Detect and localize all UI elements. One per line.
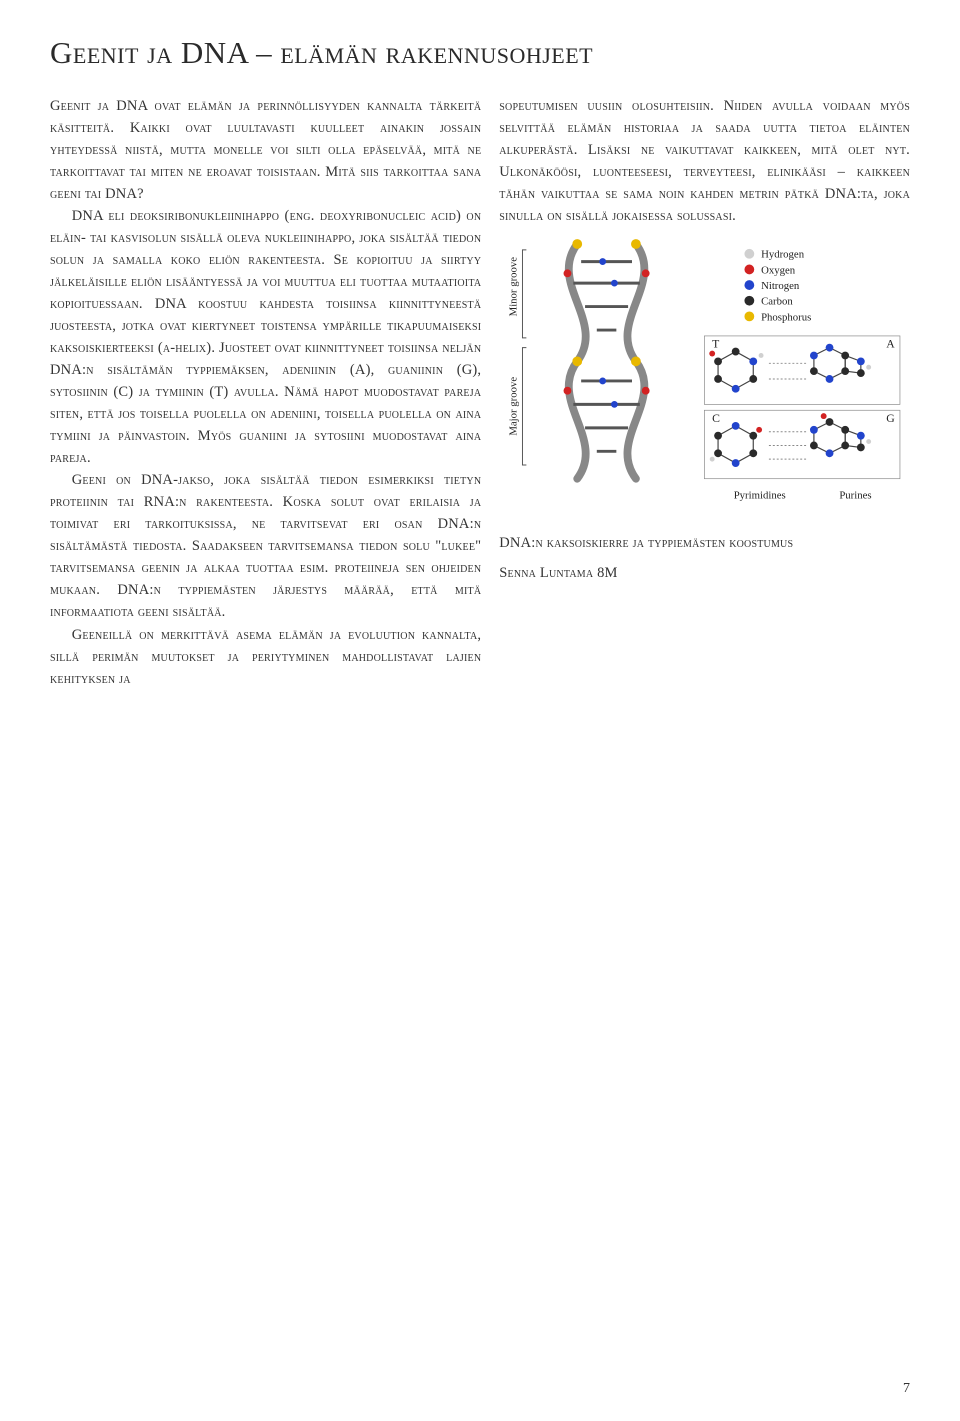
legend-label: Nitrogen xyxy=(761,280,800,292)
base-pairs: T xyxy=(705,336,901,501)
body-text-right: sopeutumisen uusiin olosuhteisiin. Niide… xyxy=(499,95,910,227)
base-label: T xyxy=(712,338,719,351)
right-column: sopeutumisen uusiin olosuhteisiin. Niide… xyxy=(499,95,910,690)
base-label: C xyxy=(712,412,720,425)
page-title: Geenit ja DNA – elämän rakennusohjeet xyxy=(50,34,910,73)
author-line: Senna Luntama 8M xyxy=(499,565,910,582)
dna-diagram-svg: Hydrogen Oxygen Nitrogen Carbon Phosphor… xyxy=(499,237,910,517)
paragraph: Geeneillä on merkittävä asema elämän ja … xyxy=(50,624,481,690)
legend-label: Hydrogen xyxy=(761,249,805,261)
base-label: A xyxy=(887,338,896,351)
y-axis-label: Minor groove xyxy=(508,257,520,317)
paragraph: Geenit ja DNA ovat elämän ja perinnöllis… xyxy=(50,95,481,205)
base-label: G xyxy=(887,412,896,425)
page-number: 7 xyxy=(903,1381,910,1397)
figure-caption: DNA:n kaksoiskierre ja typpiemästen koos… xyxy=(499,533,910,555)
x-axis-label: Pyrimidines xyxy=(734,489,786,501)
left-column: Geenit ja DNA ovat elämän ja perinnöllis… xyxy=(50,95,481,690)
paragraph: Geeni on DNA-jakso, joka sisältää tiedon… xyxy=(50,469,481,623)
x-axis-label: Purines xyxy=(840,489,872,501)
y-axis-label: Major groove xyxy=(508,377,520,436)
body-text-left: Geenit ja DNA ovat elämän ja perinnöllis… xyxy=(50,95,481,690)
dna-helix xyxy=(564,239,650,479)
two-column-layout: Geenit ja DNA ovat elämän ja perinnöllis… xyxy=(50,95,910,690)
legend: Hydrogen Oxygen Nitrogen Carbon Phosphor… xyxy=(745,249,812,324)
dna-figure: Hydrogen Oxygen Nitrogen Carbon Phosphor… xyxy=(499,237,910,517)
legend-label: Phosphorus xyxy=(761,311,811,323)
legend-label: Carbon xyxy=(761,296,793,308)
legend-label: Oxygen xyxy=(761,264,796,276)
paragraph: sopeutumisen uusiin olosuhteisiin. Niide… xyxy=(499,95,910,227)
paragraph: DNA eli deoksiribonukleiinihappo (eng. d… xyxy=(50,205,481,469)
